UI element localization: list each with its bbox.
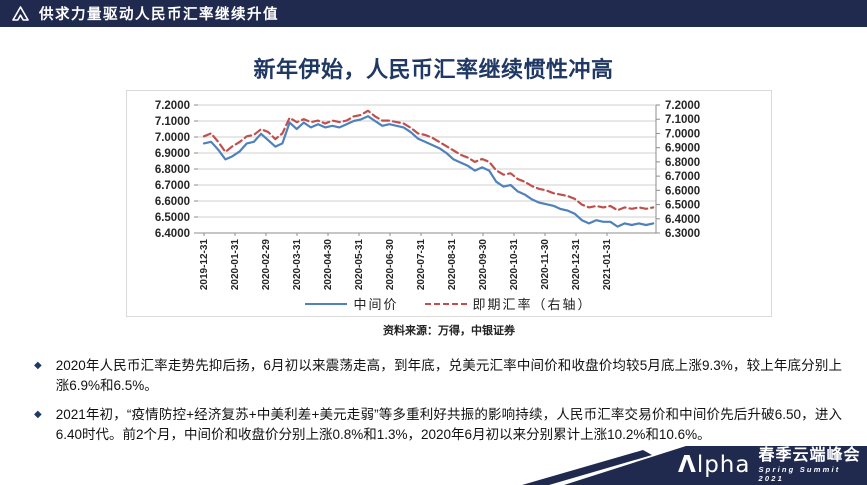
alpha-lambda-icon: Λ xyxy=(678,451,697,478)
left-axis-label: 6.5000 xyxy=(155,212,190,224)
bullet-text-2020: 2020年人民币汇率走势先抑后扬，6月初以来震荡走高，到年底，兑美元汇率中间价和… xyxy=(55,358,842,393)
footer-logo: Λlpha 春季云端峰会 Spring Summit 2021 xyxy=(678,447,864,483)
footer-banner xyxy=(522,446,867,485)
left-axis-label: 7.1000 xyxy=(155,116,190,128)
right-axis-label: 7.2000 xyxy=(665,100,700,112)
bullet-list: ◆ 2020年人民币汇率走势先抑后扬，6月初以来震荡走高，到年底，兑美元汇率中间… xyxy=(34,356,842,454)
left-axis-label: 6.6000 xyxy=(155,196,190,208)
left-axis-label: 6.4000 xyxy=(155,228,190,240)
x-axis-label: 2020-09-30 xyxy=(478,239,489,291)
slide-title: 新年伊始，人民币汇率继续惯性冲高 xyxy=(253,57,614,82)
spotrate-line-swatch-icon xyxy=(424,302,467,305)
header-title: 供求力量驱动人民币汇率继续升值 xyxy=(39,7,279,23)
series-line-0 xyxy=(202,115,655,228)
x-axis-label: 2021-01-31 xyxy=(602,239,613,291)
series-line-1 xyxy=(202,109,655,212)
bullet-text-2021: 2021年初，“疫情防控+经济复苏+中美利差+美元走弱”等多重利好共振的影响持续… xyxy=(55,407,842,442)
right-axis-label: 6.3000 xyxy=(665,228,700,240)
summit-title-en: Spring Summit 2021 xyxy=(758,465,841,484)
x-axis-label: 2020-03-31 xyxy=(292,239,303,291)
list-item: ◆ 2020年人民币汇率走势先抑后扬，6月初以来震荡走高，到年底，兑美元汇率中间… xyxy=(34,356,842,396)
right-axis-label: 7.1000 xyxy=(665,114,700,126)
chart-source-note: 资料来源：万得，中银证券 xyxy=(383,325,515,337)
x-axis-label: 2020-07-31 xyxy=(416,239,427,291)
x-axis-label: 2020-05-31 xyxy=(354,239,365,291)
left-axis-label: 6.7000 xyxy=(155,180,190,192)
summit-titles: 春季云端峰会 Spring Summit 2021 xyxy=(758,447,864,483)
legend-item-spotrate: 即期汇率（右轴） xyxy=(424,294,593,313)
alpha-wordmark: Λlpha xyxy=(678,451,751,478)
header-bar: 供求力量驱动人民币汇率继续升值 xyxy=(0,0,867,27)
legend-item-midprice: 中间价 xyxy=(305,294,398,313)
right-axis-label: 6.6000 xyxy=(665,185,700,197)
list-item: ◆ 2021年初，“疫情防控+经济复苏+中美利差+美元走弱”等多重利好共振的影响… xyxy=(34,405,842,445)
right-axis-label: 6.4000 xyxy=(665,214,700,226)
x-axis-label: 2020-10-31 xyxy=(509,239,520,291)
alpha-triangle-logo-icon xyxy=(12,6,29,21)
x-axis-label: 2020-12-31 xyxy=(571,239,582,291)
x-axis-label: 2020-11-30 xyxy=(540,239,551,290)
banner-main-shape xyxy=(564,446,867,485)
x-axis-label: 2020-08-31 xyxy=(447,239,458,291)
x-axis-label: 2020-01-31 xyxy=(230,239,241,291)
legend-label-midprice: 中间价 xyxy=(353,297,399,312)
left-axis-label: 6.9000 xyxy=(155,148,190,160)
x-axis-label: 2020-06-30 xyxy=(385,239,396,291)
right-axis-label: 6.7000 xyxy=(665,171,700,183)
left-axis-label: 7.2000 xyxy=(155,100,190,112)
x-axis-label: 2019-12-31 xyxy=(199,239,210,291)
alpha-wordmark-rest: lpha xyxy=(696,451,751,478)
summit-title-cn: 春季云端峰会 xyxy=(758,446,861,464)
left-axis-label: 7.0000 xyxy=(155,132,190,144)
diamond-bullet-icon: ◆ xyxy=(34,360,42,371)
x-axis-label: 2020-02-29 xyxy=(261,239,272,291)
banner-stripe-shape xyxy=(522,450,652,485)
legend-label-spotrate: 即期汇率（右轴） xyxy=(472,297,593,312)
x-axis-label: 2020-04-30 xyxy=(323,239,334,291)
right-axis-label: 6.8000 xyxy=(665,157,700,169)
left-axis-label: 6.8000 xyxy=(155,164,190,176)
right-axis-label: 6.9000 xyxy=(665,143,700,155)
midprice-line-swatch-icon xyxy=(305,302,348,305)
diamond-bullet-icon: ◆ xyxy=(34,409,42,420)
fx-rate-chart: 7.2000 7.1000 7.0000 6.9000 6.8000 6.7000 6.60… xyxy=(126,90,772,317)
right-axis-label: 6.5000 xyxy=(665,200,700,212)
right-axis-label: 7.0000 xyxy=(665,128,700,140)
chart-canvas: 7.2000 7.1000 7.0000 6.9000 6.8000 6.7000 6.60… xyxy=(155,100,700,291)
chart-legend: 中间价 即期汇率（右轴） xyxy=(127,294,771,313)
